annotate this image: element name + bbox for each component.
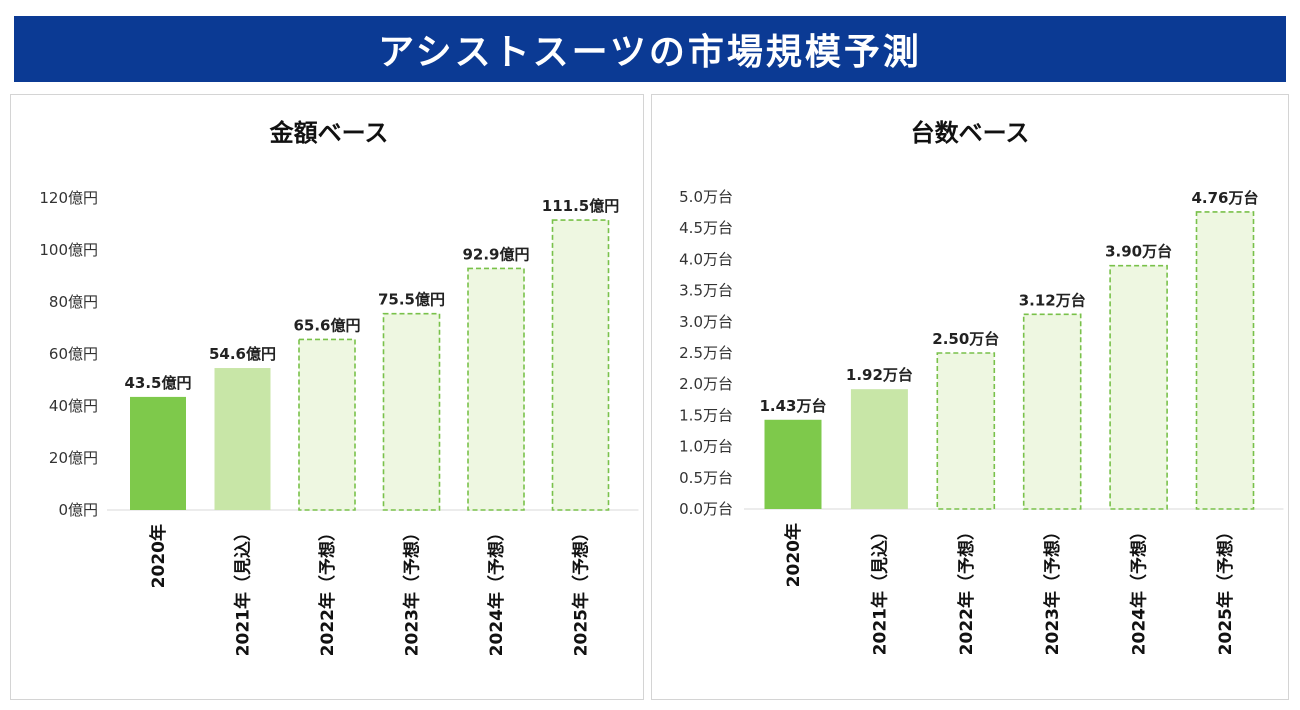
units-y-tick-label: 5.0万台 (679, 188, 733, 206)
amount-data-label: 54.6億円 (209, 345, 276, 363)
units-data-label: 3.90万台 (1105, 243, 1172, 261)
units-y-tick-label: 3.0万台 (679, 313, 733, 331)
units-y-tick-label: 2.0万台 (679, 375, 733, 393)
amount-bar-1 (130, 396, 186, 510)
amount-x-tick-label: 2020年 (148, 524, 169, 588)
units-bar-2 (850, 389, 908, 509)
units-chart-title: 台数ベース (911, 119, 1030, 147)
units-data-label: 1.43万台 (759, 397, 826, 415)
amount-chart-title: 金額ベース (269, 119, 389, 147)
units-x-tick-label: 2024年（予想） (1129, 523, 1150, 655)
amount-y-tick-label: 100億円 (39, 241, 98, 259)
units-x-tick-label: 2021年（見込） (869, 523, 890, 655)
units-y-tick-label: 4.5万台 (679, 219, 733, 237)
units-x-tick-label: 2020年 (783, 523, 804, 587)
amount-x-tick-label: 2025年（予想） (571, 524, 592, 656)
units-y-tick-label: 0.5万台 (679, 469, 733, 487)
amount-x-tick-label: 2022年（予想） (317, 524, 338, 656)
amount-y-tick-label: 20億円 (49, 449, 98, 467)
amount-y-tick-label: 80億円 (49, 293, 98, 311)
units-x-tick-label: 2023年（予想） (1042, 523, 1063, 655)
amount-y-tick-label: 40億円 (49, 397, 98, 415)
amount-data-label: 111.5億円 (542, 197, 619, 215)
units-y-tick-label: 2.5万台 (679, 344, 733, 362)
amount-bar-4 (382, 312, 441, 511)
units-y-tick-label: 1.5万台 (679, 406, 733, 424)
amount-data-label: 92.9億円 (462, 245, 529, 263)
units-bar-5 (1109, 264, 1168, 510)
amount-bar-5 (467, 267, 525, 511)
amount-data-label: 43.5億円 (124, 374, 191, 392)
amount-x-tick-label: 2024年（予想） (486, 524, 507, 656)
amount-chart-panel: 金額ベース 0億円 20億円 40億円 60億円 80億円 100億円 120億円 43.5億円… (10, 94, 644, 700)
amount-y-tick-label: 120億円 (39, 189, 98, 207)
amount-y-tick-label: 0億円 (58, 501, 98, 519)
amount-bar-6 (551, 219, 610, 511)
amount-data-label: 75.5億円 (378, 291, 445, 309)
amount-data-label: 65.6億円 (293, 316, 360, 334)
units-x-tick-label: 2025年（予想） (1215, 523, 1236, 655)
units-chart: 台数ベース 0.0万台 0.5万台 1.0万台 1.5万台 2.0万台 2.5万台 3.0万台… (679, 119, 1284, 655)
amount-bar-2 (214, 368, 271, 510)
amount-y-tick-label: 60億円 (49, 345, 98, 363)
amount-x-tick-label: 2023年（予想） (402, 524, 423, 656)
units-x-tick-label: 2022年（予想） (956, 523, 977, 655)
units-y-tick-label: 4.0万台 (679, 250, 733, 268)
units-bar-1 (764, 419, 822, 509)
units-bar-3 (936, 352, 996, 510)
units-data-label: 2.50万台 (932, 330, 999, 348)
units-data-label: 1.92万台 (846, 366, 913, 384)
amount-chart: 金額ベース 0億円 20億円 40億円 60億円 80億円 100億円 120億円 43.5億円… (39, 119, 639, 656)
units-bar-4 (1022, 313, 1082, 510)
amount-bar-3 (298, 338, 356, 511)
units-bar-6 (1195, 211, 1255, 510)
units-data-label: 4.76万台 (1191, 189, 1258, 207)
units-y-tick-label: 1.0万台 (679, 438, 733, 456)
amount-x-tick-label: 2021年（見込） (233, 524, 254, 656)
units-y-tick-label: 0.0万台 (679, 500, 733, 518)
title-banner: アシストスーツの市場規模予測 (14, 16, 1286, 82)
units-data-label: 3.12万台 (1019, 291, 1086, 309)
units-chart-panel: 台数ベース 0.0万台 0.5万台 1.0万台 1.5万台 2.0万台 2.5万台 3.0万台… (651, 94, 1289, 700)
units-y-tick-label: 3.5万台 (679, 282, 733, 300)
page-title: アシストスーツの市場規模予測 (378, 32, 922, 73)
